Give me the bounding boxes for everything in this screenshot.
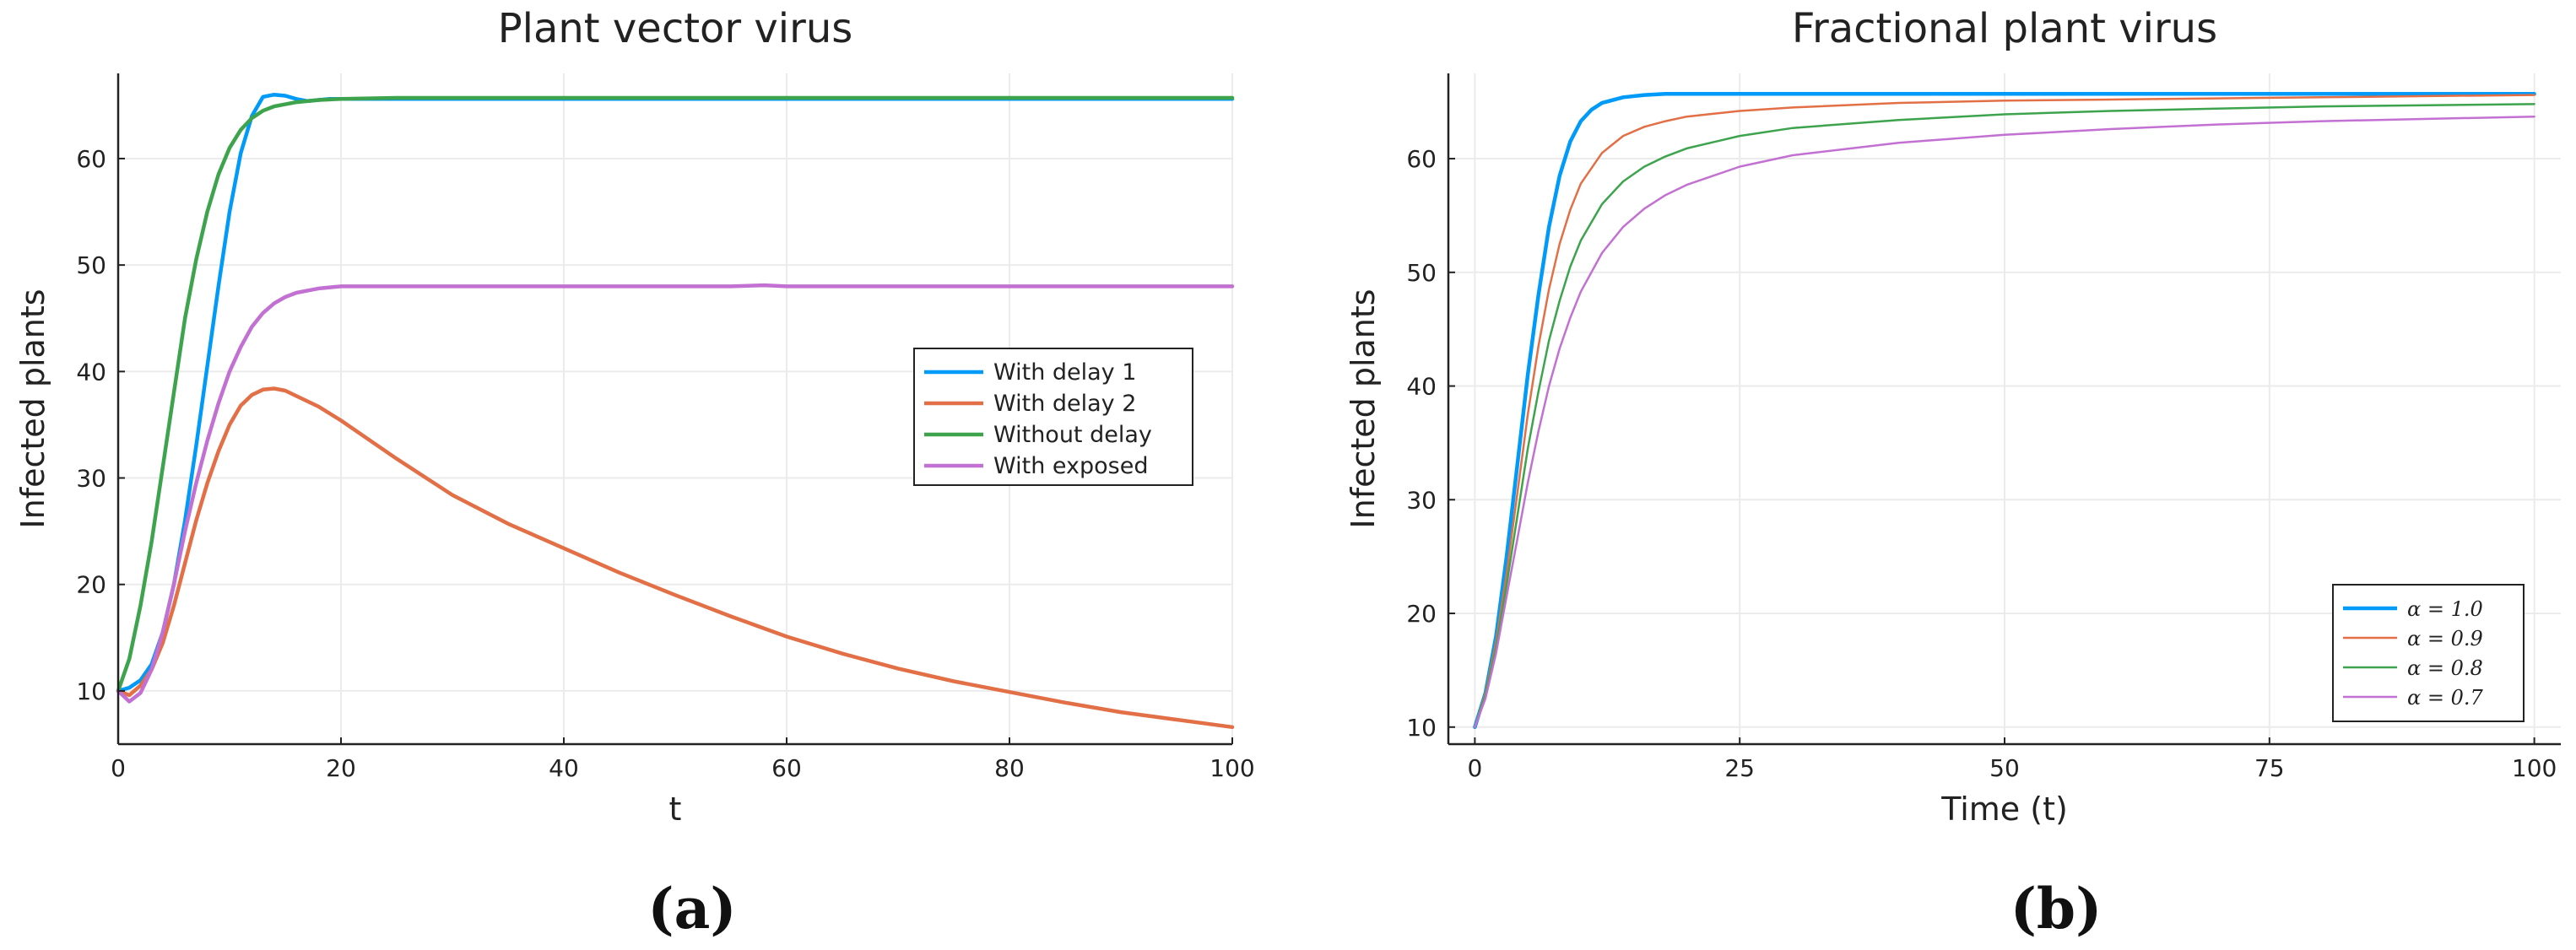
legend-label-4: With exposed	[993, 453, 1148, 479]
chart-panel-2: 0 25 50 75 100 10 20 30 40 50 60 Fractional plant v…	[1345, 5, 2561, 942]
y-tick-label: 50	[1406, 259, 1437, 287]
y-tick-label: 10	[1406, 714, 1437, 742]
legend-label-3: α = 0.8	[2407, 656, 2483, 680]
panel-label: (b)	[2010, 876, 2102, 942]
x-axis-label: t	[669, 791, 682, 828]
x-tick-label: 75	[2254, 754, 2285, 782]
legend-label-2: α = 0.9	[2407, 627, 2483, 650]
series-line-1	[1473, 92, 2536, 730]
x-axis-label: Time (t)	[1940, 791, 2068, 828]
panel-label: (a)	[647, 876, 736, 942]
y-tick-label: 10	[76, 677, 106, 705]
legend-label-3: Without delay	[993, 422, 1152, 448]
series-line-4	[1474, 115, 2535, 729]
y-tick-label: 50	[76, 251, 106, 279]
x-tick-label: 0	[111, 754, 126, 782]
chart-title: Fractional plant virus	[1792, 5, 2217, 52]
legend-label-1: With delay 1	[993, 359, 1136, 386]
y-axis-label: Infected plants	[1345, 289, 1382, 528]
y-tick-label: 20	[76, 571, 106, 599]
legend-label-2: With delay 2	[993, 391, 1136, 417]
legend-label-1: α = 1.0	[2407, 597, 2483, 621]
y-tick-label: 60	[1406, 145, 1437, 173]
x-tick-label: 60	[771, 754, 802, 782]
x-tick-label: 100	[2512, 754, 2557, 782]
x-tick-label: 0	[1467, 754, 1482, 782]
x-tick-label: 25	[1724, 754, 1755, 782]
x-tick-label: 100	[1210, 754, 1254, 782]
x-tick-label: 80	[994, 754, 1025, 782]
y-tick-label: 30	[1406, 486, 1437, 514]
y-tick-label: 60	[76, 145, 106, 173]
series-line-3	[1474, 103, 2535, 729]
y-tick-label: 20	[1406, 600, 1437, 628]
series-line-4	[116, 283, 1235, 704]
y-tick-label: 30	[76, 465, 106, 493]
x-tick-label: 40	[549, 754, 579, 782]
series-line-3	[116, 95, 1235, 694]
y-tick-label: 40	[1406, 373, 1437, 401]
series-line-2	[1474, 94, 2535, 729]
legend: With delay 1 With delay 2 Without delay Wit…	[913, 348, 1193, 486]
series-line-2	[116, 386, 1235, 730]
legend: α = 1.0 α = 0.9 α = 0.8 α = 0.7	[2332, 584, 2525, 722]
y-tick-label: 40	[76, 358, 106, 386]
legend-label-4: α = 0.7	[2407, 686, 2483, 710]
x-tick-label: 20	[326, 754, 356, 782]
chart-title: Plant vector virus	[498, 5, 853, 52]
chart-panel-1: 0 20 40 60 80 100 10 20 30 40 50 60 Plant vector vir…	[14, 5, 1255, 942]
y-axis-label: Infected plants	[14, 289, 51, 528]
x-tick-label: 50	[1989, 754, 2020, 782]
